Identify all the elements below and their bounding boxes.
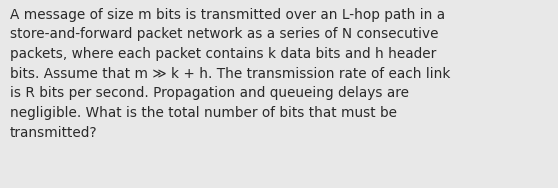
- Text: A message of size m bits is transmitted over an L-hop path in a
store-and-forwar: A message of size m bits is transmitted …: [10, 8, 450, 140]
